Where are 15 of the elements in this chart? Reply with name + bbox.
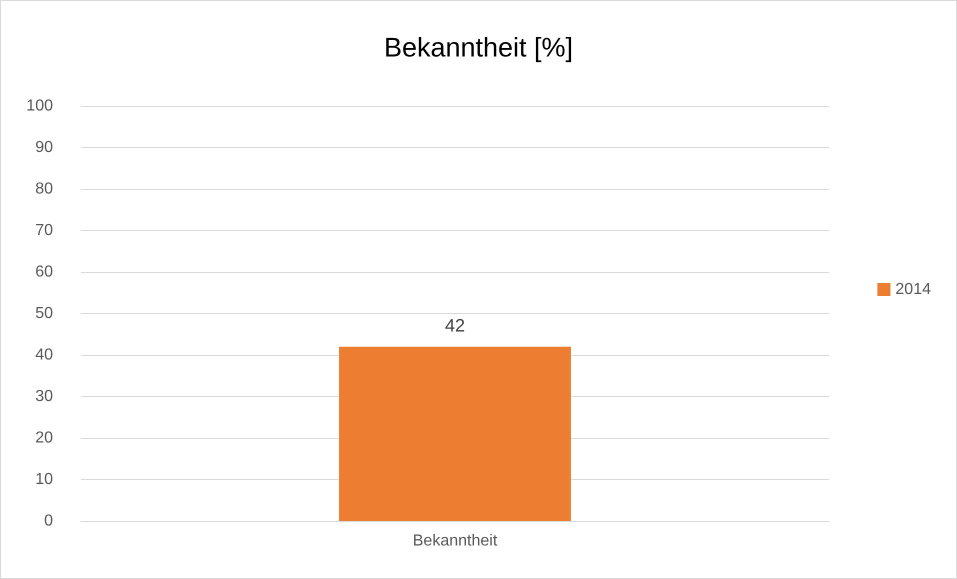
y-tick-label: 30 xyxy=(35,388,54,405)
x-tick-label: Bekanntheit xyxy=(412,532,498,550)
legend-label: 2014 xyxy=(895,281,932,298)
y-tick-label: 90 xyxy=(35,139,54,156)
y-tick-label: 50 xyxy=(35,305,54,322)
y-tick-label: 70 xyxy=(35,222,54,239)
y-tick-label: 60 xyxy=(35,264,54,280)
y-tick-label: 10 xyxy=(35,471,54,488)
y-tick-label: 0 xyxy=(44,512,54,530)
y-tick-label: 100 xyxy=(26,98,54,114)
chart-title: Bekanntheit [%] xyxy=(384,32,574,62)
y-tick-label: 20 xyxy=(35,430,54,446)
data-label: 42 xyxy=(444,316,466,336)
y-tick-label: 80 xyxy=(35,180,54,198)
y-tick-label: 40 xyxy=(35,346,54,364)
